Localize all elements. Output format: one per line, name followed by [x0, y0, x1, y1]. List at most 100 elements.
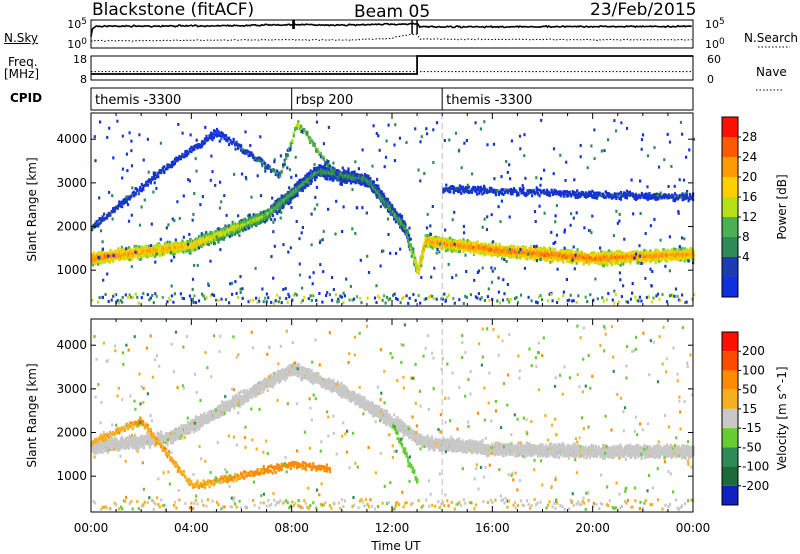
power-panel-cell: [294, 193, 297, 197]
power-panel-cell: [156, 242, 159, 246]
power-panel-cell: [278, 210, 281, 213]
power-panel-cell: [524, 245, 527, 249]
freq-series: [91, 55, 693, 75]
power-panel-cell: [222, 227, 225, 231]
power-panel-cell: [223, 235, 226, 239]
power-panel-cell: [424, 244, 427, 248]
power-panel-cell: [332, 178, 335, 182]
power-panel-cell: [199, 234, 203, 238]
power-panel-cell: [163, 245, 166, 248]
power-panel-cell: [399, 213, 402, 217]
noise-ytick-left: 100: [67, 37, 87, 51]
power-panel-cell: [553, 247, 556, 251]
noise-ytick-right: 100: [705, 37, 725, 51]
power-panel-cell: [277, 201, 280, 205]
power-panel-cell: [276, 211, 279, 215]
power-panel-cell: [278, 208, 282, 212]
power-panel-cell: [231, 233, 234, 236]
cpid-segment-label: themis -3300: [95, 93, 181, 108]
power-panel-cell: [313, 168, 316, 172]
power-panel-cell: [315, 175, 318, 179]
power-panel-cell: [230, 231, 233, 235]
power-panel-cell: [484, 242, 487, 246]
power-panel-cell: [571, 250, 574, 254]
power-panel-cell: [435, 235, 438, 239]
power-panel-cell: [494, 250, 497, 254]
power-panel-cell: [476, 240, 479, 244]
power-panel-cell: [321, 165, 325, 169]
power-panel-cell: [310, 178, 313, 182]
freq-panel-frame: [90, 55, 694, 81]
power-panel-cell: [132, 253, 135, 257]
power-panel-cell: [350, 172, 354, 176]
power-panel-cell: [238, 229, 241, 233]
power-panel-cell: [317, 166, 320, 170]
power-panel-cell: [365, 176, 368, 179]
power-panel-cell: [351, 170, 354, 174]
power-panel-cell: [364, 173, 367, 176]
power-panel-cell: [169, 240, 172, 244]
power-panel-cell: [263, 220, 267, 224]
power-panel-cell: [449, 236, 452, 240]
power-panel-cell: [189, 251, 192, 255]
power-panel-cell: [422, 255, 425, 259]
power-panel-cell: [403, 220, 406, 224]
power-panel-cell: [228, 235, 231, 239]
power-panel-cell: [386, 198, 390, 201]
power-panel-cell: [335, 176, 338, 179]
power-panel-cell: [462, 250, 465, 254]
station-title: Blackstone (fitACF): [92, 0, 255, 20]
power-panel-cell: [261, 211, 264, 215]
power-panel-cell: [376, 186, 379, 190]
power-panel-cell: [299, 178, 302, 182]
power-panel-cell: [182, 250, 185, 254]
power-panel-cell: [454, 249, 457, 253]
power-panel-cell: [458, 250, 461, 254]
power-panel-cell: [158, 253, 161, 257]
power-panel-cell: [305, 182, 308, 186]
power-panel-cell: [342, 173, 345, 177]
power-panel-cell: [257, 222, 260, 225]
power-panel-cell: [350, 181, 353, 185]
power-panel-cell: [435, 237, 438, 241]
power-panel-cell: [292, 196, 295, 200]
power-panel-cell: [194, 237, 197, 241]
power-panel-cell: [231, 220, 234, 224]
power-panel-cell: [117, 247, 120, 251]
power-panel-cell: [138, 245, 141, 249]
power-panel-cell: [295, 182, 298, 186]
power-panel-cell: [267, 208, 270, 212]
power-panel-cell: [386, 202, 390, 206]
power-panel-cell: [141, 245, 144, 249]
power-panel-cell: [206, 242, 209, 246]
power-panel-cell: [369, 177, 372, 180]
power-panel-cell: [119, 257, 122, 261]
power-panel-cell: [271, 214, 275, 218]
power-panel-cell: [480, 242, 483, 246]
power-panel-cell: [193, 239, 196, 243]
power-panel-cell: [383, 195, 386, 199]
power-panel-cell: [404, 224, 407, 228]
power-panel-cell: [176, 250, 179, 254]
power-panel-cell: [144, 244, 147, 248]
power-panel-cell: [264, 210, 267, 214]
power-panel-cell: [130, 258, 133, 262]
power-panel-cell: [270, 218, 273, 221]
power-panel-cell: [119, 248, 122, 252]
power-panel-cell: [407, 233, 411, 237]
power-panel-cell: [469, 250, 472, 254]
power-panel-cell: [440, 237, 443, 241]
power-panel-cell: [376, 195, 379, 199]
power-panel-cell: [345, 181, 348, 184]
power-panel-cell: [587, 262, 591, 266]
power-panel-cell: [199, 238, 202, 242]
power-panel-cell: [207, 243, 210, 247]
power-panel-cell: [365, 184, 368, 188]
power-panel-cell: [181, 239, 184, 243]
freq-unit-label: [MHz]: [4, 67, 40, 81]
power-panel-cell: [97, 262, 100, 266]
power-panel-cell: [562, 260, 565, 264]
power-panel-cell: [446, 248, 449, 252]
power-panel-cell: [304, 185, 307, 189]
